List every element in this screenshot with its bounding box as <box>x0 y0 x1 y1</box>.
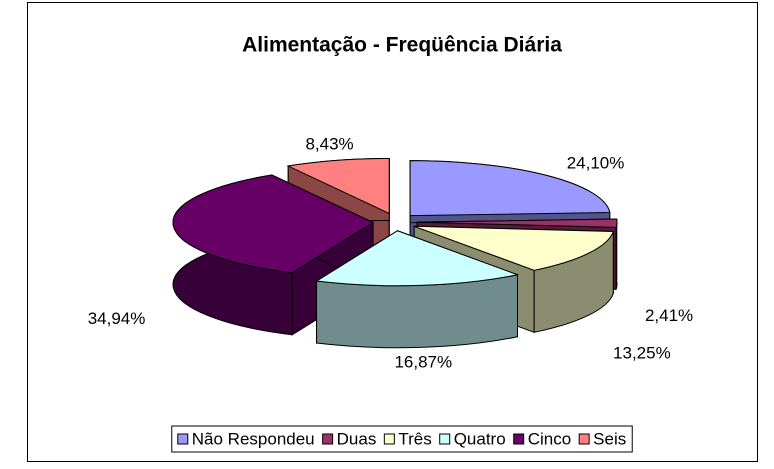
chart-title: Alimentação - Freqüência Diária <box>242 34 562 57</box>
legend-label: Três <box>398 429 431 448</box>
slice <box>409 160 611 217</box>
legend-label: Quatro <box>454 429 506 448</box>
legend: Não Respondeu Duas Três Quatro Cinco Seis <box>171 425 633 453</box>
legend-box <box>171 425 633 453</box>
data-label: 13,25% <box>613 343 671 362</box>
legend-swatch <box>177 433 189 445</box>
data-label: 34,94% <box>88 309 146 328</box>
legend-swatch <box>383 433 395 445</box>
legend-swatch <box>513 433 525 445</box>
data-label: 8,43% <box>305 135 353 154</box>
slice <box>172 174 375 274</box>
slice <box>414 225 614 271</box>
legend-label: Cinco <box>528 429 571 448</box>
slice-rim <box>615 218 618 290</box>
slice <box>416 218 618 228</box>
data-label: 2,41% <box>645 306 693 325</box>
slice <box>315 230 520 287</box>
slice <box>286 158 390 215</box>
legend-swatch <box>439 433 451 445</box>
pie: 24,10% 2,41% 13,25% 16,87% 34,94% 8,43% <box>88 135 693 372</box>
data-label: 24,10% <box>567 154 625 173</box>
legend-swatch <box>578 433 590 445</box>
legend-label: Duas <box>337 429 377 448</box>
legend-swatch <box>322 433 334 445</box>
legend-label: Não Respondeu <box>192 429 315 448</box>
legend-label: Seis <box>593 429 626 448</box>
data-label: 16,87% <box>394 353 452 372</box>
chart-frame <box>27 2 758 462</box>
